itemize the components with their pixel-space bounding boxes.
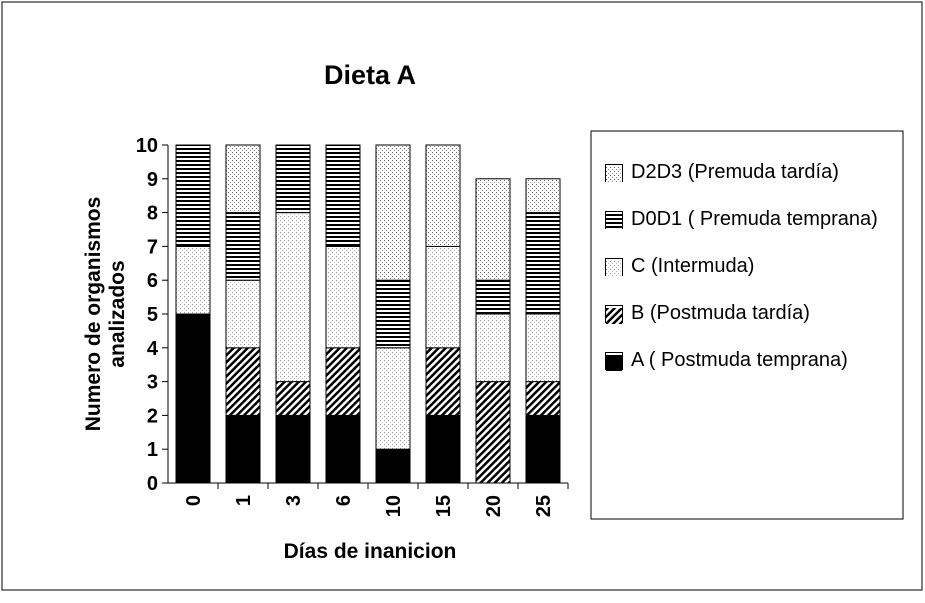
y-tick-label: 1	[147, 439, 158, 461]
bar-segment	[475, 313, 511, 383]
bar-segment	[275, 144, 311, 214]
x-tick-label: 1	[233, 495, 255, 506]
y-tick-label: 6	[147, 270, 158, 292]
bar-segment	[425, 144, 461, 247]
legend-list: D2D3 (Premuda tardía) D0D1 ( Premuda temp…	[605, 160, 900, 373]
legend-label: A ( Postmuda temprana)	[631, 349, 848, 371]
bar-segment	[525, 212, 561, 315]
legend-entry: B (Postmuda tardía)	[605, 301, 900, 326]
bar-segment	[175, 313, 211, 484]
bar-segment	[375, 448, 411, 484]
legend: D2D3 (Premuda tardía) D0D1 ( Premuda temp…	[605, 160, 900, 373]
bar-segment	[225, 414, 261, 484]
bar-segment	[225, 144, 261, 214]
x-tick-label: 10	[383, 495, 405, 517]
y-tick-label: 2	[147, 405, 158, 427]
y-tick-label: 7	[147, 236, 158, 258]
x-tick-label: 20	[483, 495, 505, 517]
bar-segment	[275, 381, 311, 416]
x-tick-label: 25	[533, 495, 555, 517]
bar-segment	[275, 212, 311, 383]
legend-swatch	[605, 305, 623, 324]
bar-segment	[525, 414, 561, 484]
bar-segment	[225, 279, 261, 349]
legend-box	[590, 130, 904, 520]
frame	[1, 1, 923, 591]
bar-segment	[525, 381, 561, 416]
y-tick-label: 8	[147, 203, 158, 225]
bar-segment	[425, 414, 461, 484]
y-tick-label: 4	[147, 338, 159, 360]
bar-segment	[425, 347, 461, 416]
legend-swatch	[605, 352, 623, 371]
bar-segment	[275, 414, 311, 484]
bar-segment	[175, 245, 211, 315]
legend-entry: C (Intermuda)	[605, 254, 900, 279]
y-tick-label: 9	[147, 169, 158, 191]
bar-segment	[475, 381, 511, 484]
x-axis-title: Días de inanicion	[284, 540, 457, 563]
y-axis-title: Numero de organismos	[82, 197, 105, 432]
bar-segment	[425, 245, 461, 349]
bar-segment	[375, 279, 411, 349]
bar-segment	[325, 144, 361, 247]
legend-entry: D0D1 ( Premuda temprana)	[605, 207, 900, 232]
legend-entry: A ( Postmuda temprana)	[605, 348, 900, 373]
bar-segment	[325, 347, 361, 416]
bar-segment	[175, 144, 211, 247]
bar-segment	[325, 245, 361, 349]
bar-segment	[475, 279, 511, 315]
bar-segment	[375, 347, 411, 450]
legend-swatch	[605, 164, 623, 183]
legend-entry: D2D3 (Premuda tardía)	[605, 160, 900, 185]
x-tick-label: 6	[333, 495, 355, 506]
bar-segment	[225, 212, 261, 281]
y-axis-title: analizados	[106, 260, 129, 367]
y-tick-label: 5	[147, 304, 158, 326]
bar-segment	[325, 414, 361, 484]
legend-label: D0D1 ( Premuda temprana)	[631, 208, 878, 230]
legend-label: B (Postmuda tardía)	[631, 302, 810, 324]
y-tick-label: 3	[147, 372, 158, 394]
bar-segment	[525, 178, 561, 214]
bar-segment	[375, 144, 411, 281]
bar-segment	[225, 347, 261, 416]
x-tick-label: 15	[433, 495, 455, 517]
x-tick-label: 0	[183, 495, 205, 506]
y-tick-label: 10	[136, 135, 158, 157]
legend-label: C (Intermuda)	[631, 255, 755, 277]
y-tick-label: 0	[147, 473, 158, 495]
chart-title: Dieta A	[324, 60, 416, 90]
legend-swatch	[605, 211, 623, 230]
bar-segment	[475, 178, 511, 281]
x-tick-label: 3	[283, 495, 305, 506]
legend-label: D2D3 (Premuda tardía)	[631, 161, 839, 183]
bar-segment	[525, 313, 561, 383]
legend-swatch	[605, 258, 623, 277]
